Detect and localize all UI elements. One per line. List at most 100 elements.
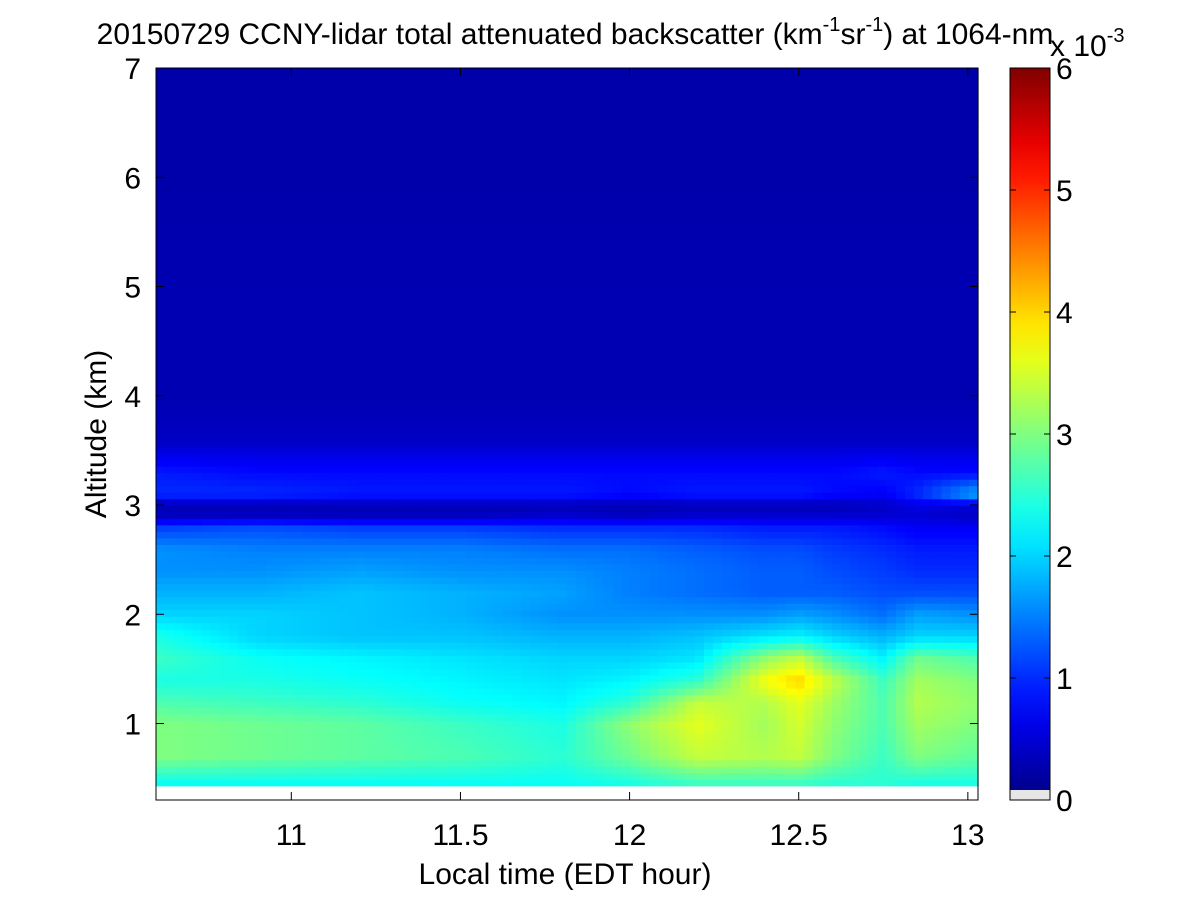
heatmap-cell [347, 420, 358, 428]
heatmap-cell [219, 700, 230, 709]
heatmap-cell [850, 687, 860, 696]
heatmap-cell [968, 524, 979, 532]
heatmap-cell [777, 524, 787, 532]
heatmap-cell [265, 700, 276, 709]
heatmap-cell [567, 583, 577, 591]
heatmap-cell [950, 674, 961, 682]
heatmap-cell [356, 687, 367, 696]
heatmap-cell [932, 511, 943, 519]
heatmap-cell [895, 655, 906, 663]
heatmap-cell [219, 635, 230, 643]
heatmap-cell [503, 740, 513, 748]
heatmap-cell [247, 707, 258, 715]
heatmap-cell [630, 766, 641, 774]
heatmap-cell [713, 570, 723, 578]
heatmap-cell [658, 531, 669, 539]
heatmap-cell [219, 557, 230, 565]
heatmap-cell [466, 505, 477, 513]
heatmap-cell [831, 707, 842, 715]
heatmap-cell [877, 753, 888, 761]
heatmap-cell [877, 576, 888, 585]
heatmap-cell [731, 642, 742, 650]
heatmap-cell [850, 603, 860, 611]
heatmap-cell [767, 466, 778, 474]
heatmap-cell [366, 648, 376, 656]
heatmap-cell [658, 446, 669, 454]
heatmap-cell [640, 518, 650, 526]
heatmap-cell [256, 779, 267, 787]
heatmap-cell [585, 687, 595, 696]
heatmap-cell [247, 616, 258, 624]
heatmap-cell [777, 453, 787, 461]
heatmap-cell [932, 642, 943, 650]
heatmap-cell [548, 505, 559, 513]
heatmap-cell [320, 433, 331, 441]
heatmap-cell [512, 492, 522, 500]
heatmap-cell [904, 759, 915, 767]
heatmap-cell [512, 446, 522, 454]
heatmap-cell [813, 648, 824, 656]
heatmap-cell [420, 772, 431, 780]
heatmap-cell [512, 648, 522, 656]
heatmap-cell [923, 426, 933, 435]
heatmap-cell [731, 720, 742, 728]
heatmap-cell [841, 433, 851, 441]
heatmap-cell [804, 772, 815, 780]
heatmap-cell [886, 583, 897, 591]
heatmap-cell [594, 498, 605, 506]
heatmap-cell [393, 681, 404, 689]
heatmap-cell [649, 498, 659, 506]
heatmap-cell [539, 629, 550, 637]
heatmap-cell [402, 720, 413, 728]
heatmap-cell [484, 629, 495, 637]
heatmap-cell [229, 563, 239, 572]
heatmap-cell [740, 518, 751, 526]
heatmap-cell [758, 492, 769, 500]
heatmap-cell [493, 642, 504, 650]
heatmap-cell [329, 433, 340, 441]
heatmap-cell [813, 727, 824, 735]
heatmap-cell [448, 446, 458, 454]
heatmap-cell [667, 570, 678, 578]
heatmap-cell [338, 557, 349, 565]
heatmap-cell [430, 616, 440, 624]
heatmap-cell [886, 733, 897, 741]
heatmap-cell [366, 622, 376, 630]
heatmap-cell [530, 433, 541, 441]
heatmap-cell [521, 642, 532, 650]
heatmap-cell [475, 603, 486, 611]
heatmap-cell [439, 472, 449, 480]
heatmap-cell [238, 616, 248, 624]
heatmap-cell [841, 439, 851, 448]
heatmap-cell [302, 674, 312, 682]
heatmap-cell [402, 498, 413, 506]
heatmap-cell [356, 661, 367, 669]
heatmap-cell [804, 603, 815, 611]
heatmap-cell [165, 583, 175, 591]
heatmap-cell [430, 557, 440, 565]
heatmap-cell [448, 687, 458, 696]
heatmap-cell [375, 479, 385, 487]
heatmap-cell [576, 524, 586, 532]
heatmap-cell [293, 720, 303, 728]
heatmap-cell [831, 714, 842, 722]
heatmap-cell [941, 655, 952, 663]
heatmap-cell [576, 479, 586, 487]
heatmap-cell [859, 714, 869, 722]
heatmap-cell [238, 727, 248, 735]
heatmap-cell [914, 687, 924, 696]
heatmap-cell [813, 518, 824, 526]
heatmap-cell [585, 661, 595, 669]
heatmap-cell [694, 511, 705, 519]
heatmap-cell [704, 668, 714, 676]
heatmap-cell [630, 635, 641, 643]
heatmap-cell [630, 511, 641, 519]
heatmap-cell [366, 498, 376, 506]
heatmap-cell [868, 550, 879, 559]
heatmap-cell [795, 661, 806, 669]
heatmap-cell [183, 576, 194, 585]
heatmap-cell [238, 590, 248, 598]
heatmap-cell [722, 433, 732, 441]
heatmap-cell [841, 550, 851, 559]
heatmap-cell [229, 779, 239, 787]
